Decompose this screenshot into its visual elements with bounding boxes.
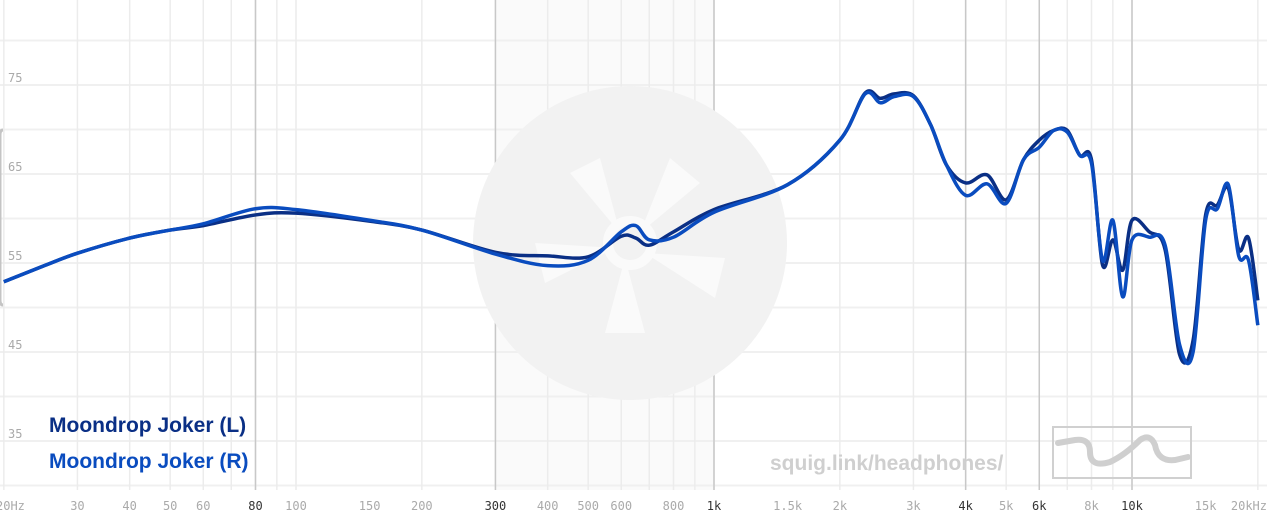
squig-logo-watermark: [473, 86, 787, 400]
x-tick-label: 40: [122, 499, 136, 513]
x-tick-label: 100: [285, 499, 307, 513]
x-tick-label: 30: [70, 499, 84, 513]
x-tick-label: 50: [163, 499, 177, 513]
x-tick-label: 1k: [707, 499, 722, 513]
grid: [0, 0, 1267, 490]
x-tick-label: 60: [196, 499, 210, 513]
x-tick-label: 3k: [906, 499, 921, 513]
x-tick-label: 6k: [1032, 499, 1047, 513]
series-right: [3, 90, 1260, 366]
x-tick-label: 200: [411, 499, 433, 513]
x-tick-label: 15k: [1195, 499, 1217, 513]
y-axis: 75 65 55 45 35: [8, 71, 22, 441]
x-tick-label: 1.5k: [773, 499, 803, 513]
x-tick-label: 20Hz: [0, 499, 25, 513]
x-tick-label: 80: [248, 499, 262, 513]
x-tick-label: 2k: [833, 499, 848, 513]
series-line: [3, 90, 1260, 366]
x-tick-label: 400: [537, 499, 559, 513]
y-tick-label: 65: [8, 160, 22, 174]
x-tick-label: 8k: [1084, 499, 1099, 513]
legend-item-right[interactable]: Moondrop Joker (R): [49, 450, 249, 473]
watermark-text: squig.link/headphones/: [770, 452, 1004, 475]
x-tick-label: 500: [577, 499, 599, 513]
legend-item-left[interactable]: Moondrop Joker (L): [49, 414, 247, 437]
squig-box-logo: [1052, 426, 1192, 479]
y-tick-label: 45: [8, 338, 22, 352]
y-tick-label: 55: [8, 249, 22, 263]
x-tick-label: 20kHz: [1231, 499, 1267, 513]
y-tick-label: 75: [8, 71, 22, 85]
x-tick-label: 800: [663, 499, 685, 513]
x-axis: 20Hz 30 40 50 60 80 100 150 200 300 400 500 600 800 1k…: [0, 499, 1267, 513]
x-tick-label: 150: [359, 499, 381, 513]
series-group: [3, 89, 1260, 366]
x-tick-label: 5k: [999, 499, 1014, 513]
x-tick-label: 4k: [958, 499, 973, 513]
y-tick-label: 35: [8, 427, 22, 441]
x-tick-label: 10k: [1121, 499, 1143, 513]
x-tick-label: 600: [610, 499, 632, 513]
x-tick-label: 300: [485, 499, 507, 513]
y-scale-handle[interactable]: [0, 128, 4, 307]
